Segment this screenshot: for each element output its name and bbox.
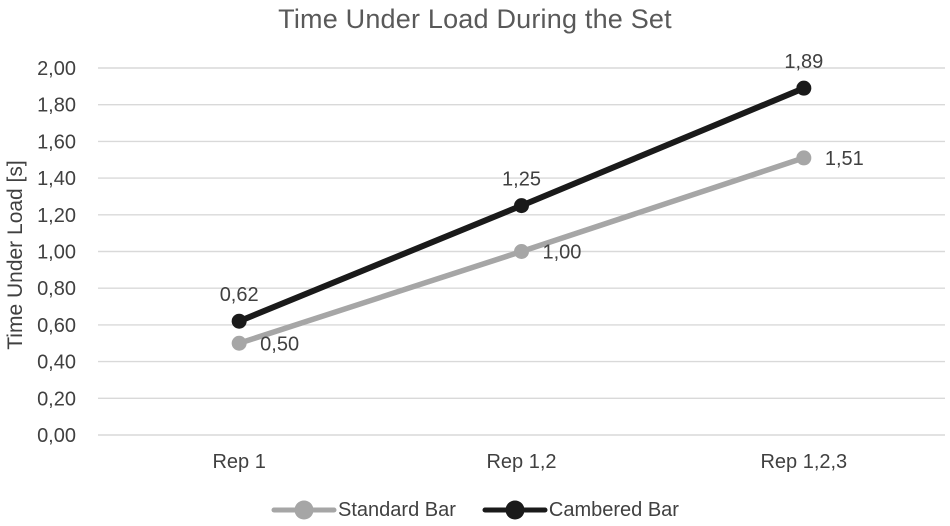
data-point-marker-cambered-bar	[796, 80, 812, 96]
y-tick-label: 1,20	[37, 205, 76, 227]
legend: Standard Bar Cambered Bar	[0, 495, 950, 525]
y-tick-label: 0,80	[37, 278, 76, 300]
data-label-standard-bar: 1,51	[825, 148, 864, 170]
legend-item-standard-bar: Standard Bar	[271, 499, 456, 522]
data-label-cambered-bar: 0,62	[220, 284, 259, 306]
x-tick-label: Rep 1,2	[486, 451, 556, 473]
data-label-standard-bar: 0,50	[260, 333, 299, 355]
data-point-marker-standard-bar	[796, 150, 812, 166]
y-tick-label: 1,60	[37, 131, 76, 153]
data-point-marker-standard-bar	[514, 244, 529, 259]
x-tick-label: Rep 1	[212, 451, 265, 473]
legend-label: Cambered Bar	[548, 498, 679, 521]
y-tick-label: 1,80	[37, 95, 76, 117]
y-tick-label: 1,40	[37, 168, 76, 190]
data-label-cambered-bar: 1,89	[784, 51, 823, 73]
y-tick-label: 0,00	[37, 425, 76, 447]
chart-title: Time Under Load During the Set	[278, 4, 672, 34]
data-label-cambered-bar: 1,25	[502, 169, 541, 191]
y-tick-label: 1,00	[37, 242, 76, 264]
legend-marker-icon	[271, 500, 337, 520]
legend-item-cambered-bar: Cambered Bar	[482, 499, 679, 522]
data-point-marker-standard-bar	[231, 335, 247, 351]
x-tick-label: Rep 1,2,3	[760, 451, 847, 473]
y-tick-label: 2,00	[37, 58, 76, 80]
legend-label: Standard Bar	[338, 498, 456, 521]
y-tick-label: 0,60	[37, 315, 76, 337]
data-point-marker-cambered-bar	[514, 198, 529, 214]
plot-area: 0,00 0,20 0,40 0,60 0,80 1,00 1,20 1,40 1,60 1,80…	[37, 51, 945, 473]
data-point-marker-cambered-bar	[231, 313, 247, 329]
legend-marker-icon	[482, 500, 548, 520]
y-tick-label: 0,20	[37, 388, 76, 410]
data-label-standard-bar: 1,00	[543, 242, 582, 264]
y-tick-label: 0,40	[37, 352, 76, 374]
